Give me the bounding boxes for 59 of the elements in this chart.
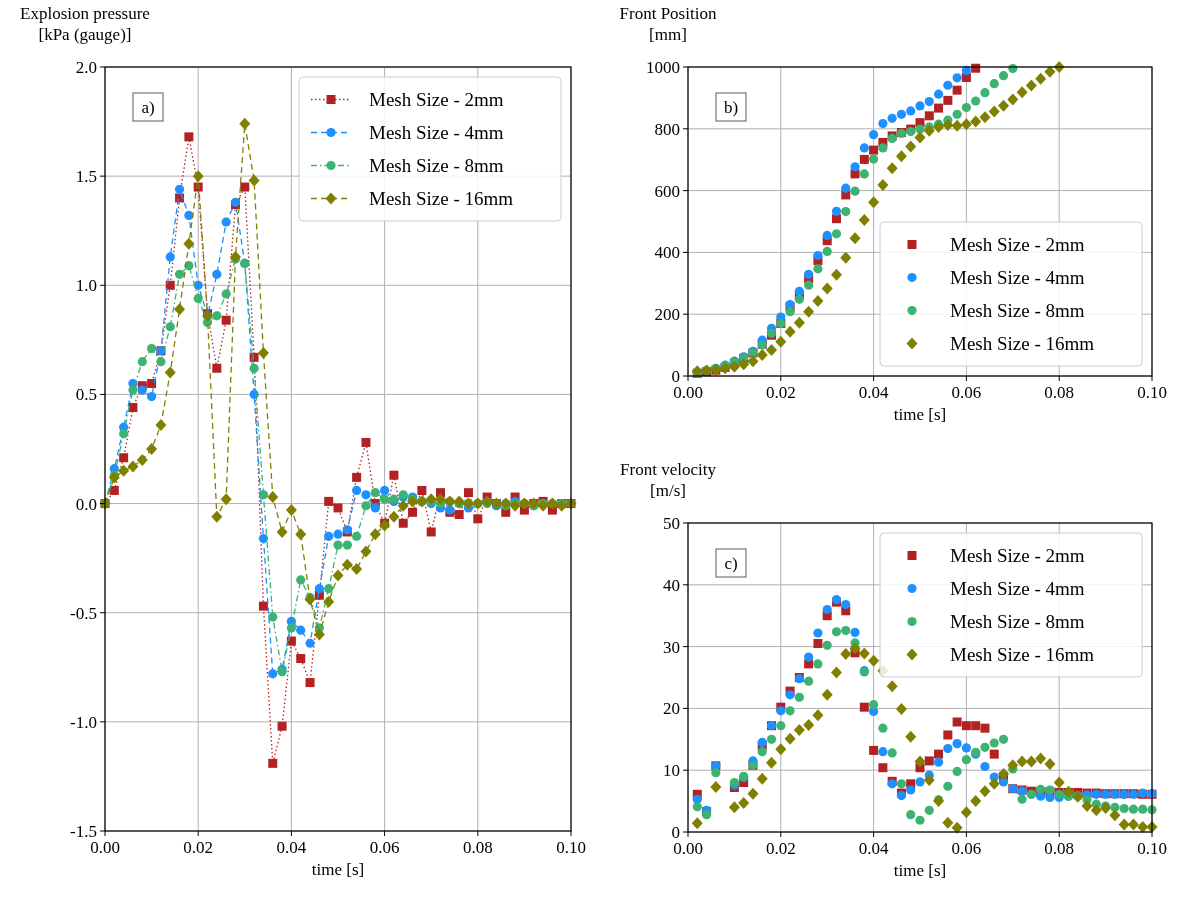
x-tick-label: 0.04 <box>858 383 889 402</box>
y-tick-label: -0.5 <box>70 603 97 623</box>
x-tick-label: 0.02 <box>183 838 214 857</box>
legend-label: Mesh Size - 4mm <box>950 577 1085 599</box>
x-tick-label: 0.04 <box>858 839 889 858</box>
legend-label: Mesh Size - 16mm <box>950 332 1095 354</box>
y-tick-label: 1.5 <box>75 167 97 187</box>
legend-label: Mesh Size - 16mm <box>369 187 514 209</box>
x-tick-label: 0.06 <box>951 839 982 858</box>
legend-label: Mesh Size - 4mm <box>950 266 1085 288</box>
x-tick-label: 0.08 <box>1044 383 1075 402</box>
y-tick-label: 400 <box>654 243 680 263</box>
annotation: a) <box>141 98 155 117</box>
annotation: c) <box>724 554 738 573</box>
legend-label: Mesh Size - 8mm <box>950 610 1085 632</box>
x-tick-label: 0.06 <box>369 838 400 857</box>
legend-label: Mesh Size - 8mm <box>950 299 1085 321</box>
x-tick-label: 0.10 <box>1137 839 1167 858</box>
y-tick-label: 2.0 <box>75 58 97 77</box>
annotation: b) <box>723 98 739 117</box>
x-tick-label: 0.02 <box>765 383 796 402</box>
y-tick-label: 0.5 <box>75 385 97 405</box>
y-tick-label: 20 <box>663 699 680 719</box>
x-axis-title: time [s] <box>893 861 947 880</box>
x-tick-label: 0.00 <box>673 383 703 402</box>
x-tick-label: 0.06 <box>951 383 982 402</box>
x-tick-label: 0.00 <box>90 838 120 857</box>
x-tick-label: 0.10 <box>556 838 586 857</box>
y-tick-label: 30 <box>663 637 680 657</box>
legend-label: Mesh Size - 2mm <box>950 544 1085 566</box>
y-tick-label: 50 <box>663 514 680 533</box>
legend-label: Mesh Size - 16mm <box>950 643 1095 665</box>
y-tick-label: 1000 <box>646 58 680 77</box>
y-tick-label: -1.0 <box>70 712 97 732</box>
y-tick-label: 0 <box>671 367 680 386</box>
y-tick-label: 10 <box>663 761 680 781</box>
y-tick-label: -1.5 <box>70 822 97 841</box>
x-tick-label: 0.10 <box>1137 383 1167 402</box>
legend-label: Mesh Size - 4mm <box>369 121 504 143</box>
x-tick-label: 0.04 <box>276 838 307 857</box>
x-tick-label: 0.02 <box>765 839 796 858</box>
y-axis-title: Front Position [mm] <box>619 4 717 44</box>
legend-label: Mesh Size - 2mm <box>950 233 1085 255</box>
legend-label: Mesh Size - 2mm <box>369 88 504 110</box>
x-axis-title: time [s] <box>311 860 365 879</box>
y-tick-label: 600 <box>654 181 680 201</box>
y-tick-label: 1.0 <box>75 276 97 296</box>
x-tick-label: 0.08 <box>462 838 493 857</box>
x-axis-title: time [s] <box>893 405 947 424</box>
y-tick-label: 0 <box>671 823 680 842</box>
y-tick-label: 40 <box>663 575 680 595</box>
y-tick-label: 0.0 <box>75 494 97 514</box>
legend-label: Mesh Size - 8mm <box>369 154 504 176</box>
x-tick-label: 0.00 <box>673 839 703 858</box>
y-axis-title: Front velocity [m/s] <box>620 460 717 500</box>
x-tick-label: 0.08 <box>1044 839 1075 858</box>
y-tick-label: 800 <box>654 119 680 139</box>
y-tick-label: 200 <box>654 305 680 325</box>
y-axis-title: Explosion pressure [kPa (gauge)] <box>20 4 150 44</box>
